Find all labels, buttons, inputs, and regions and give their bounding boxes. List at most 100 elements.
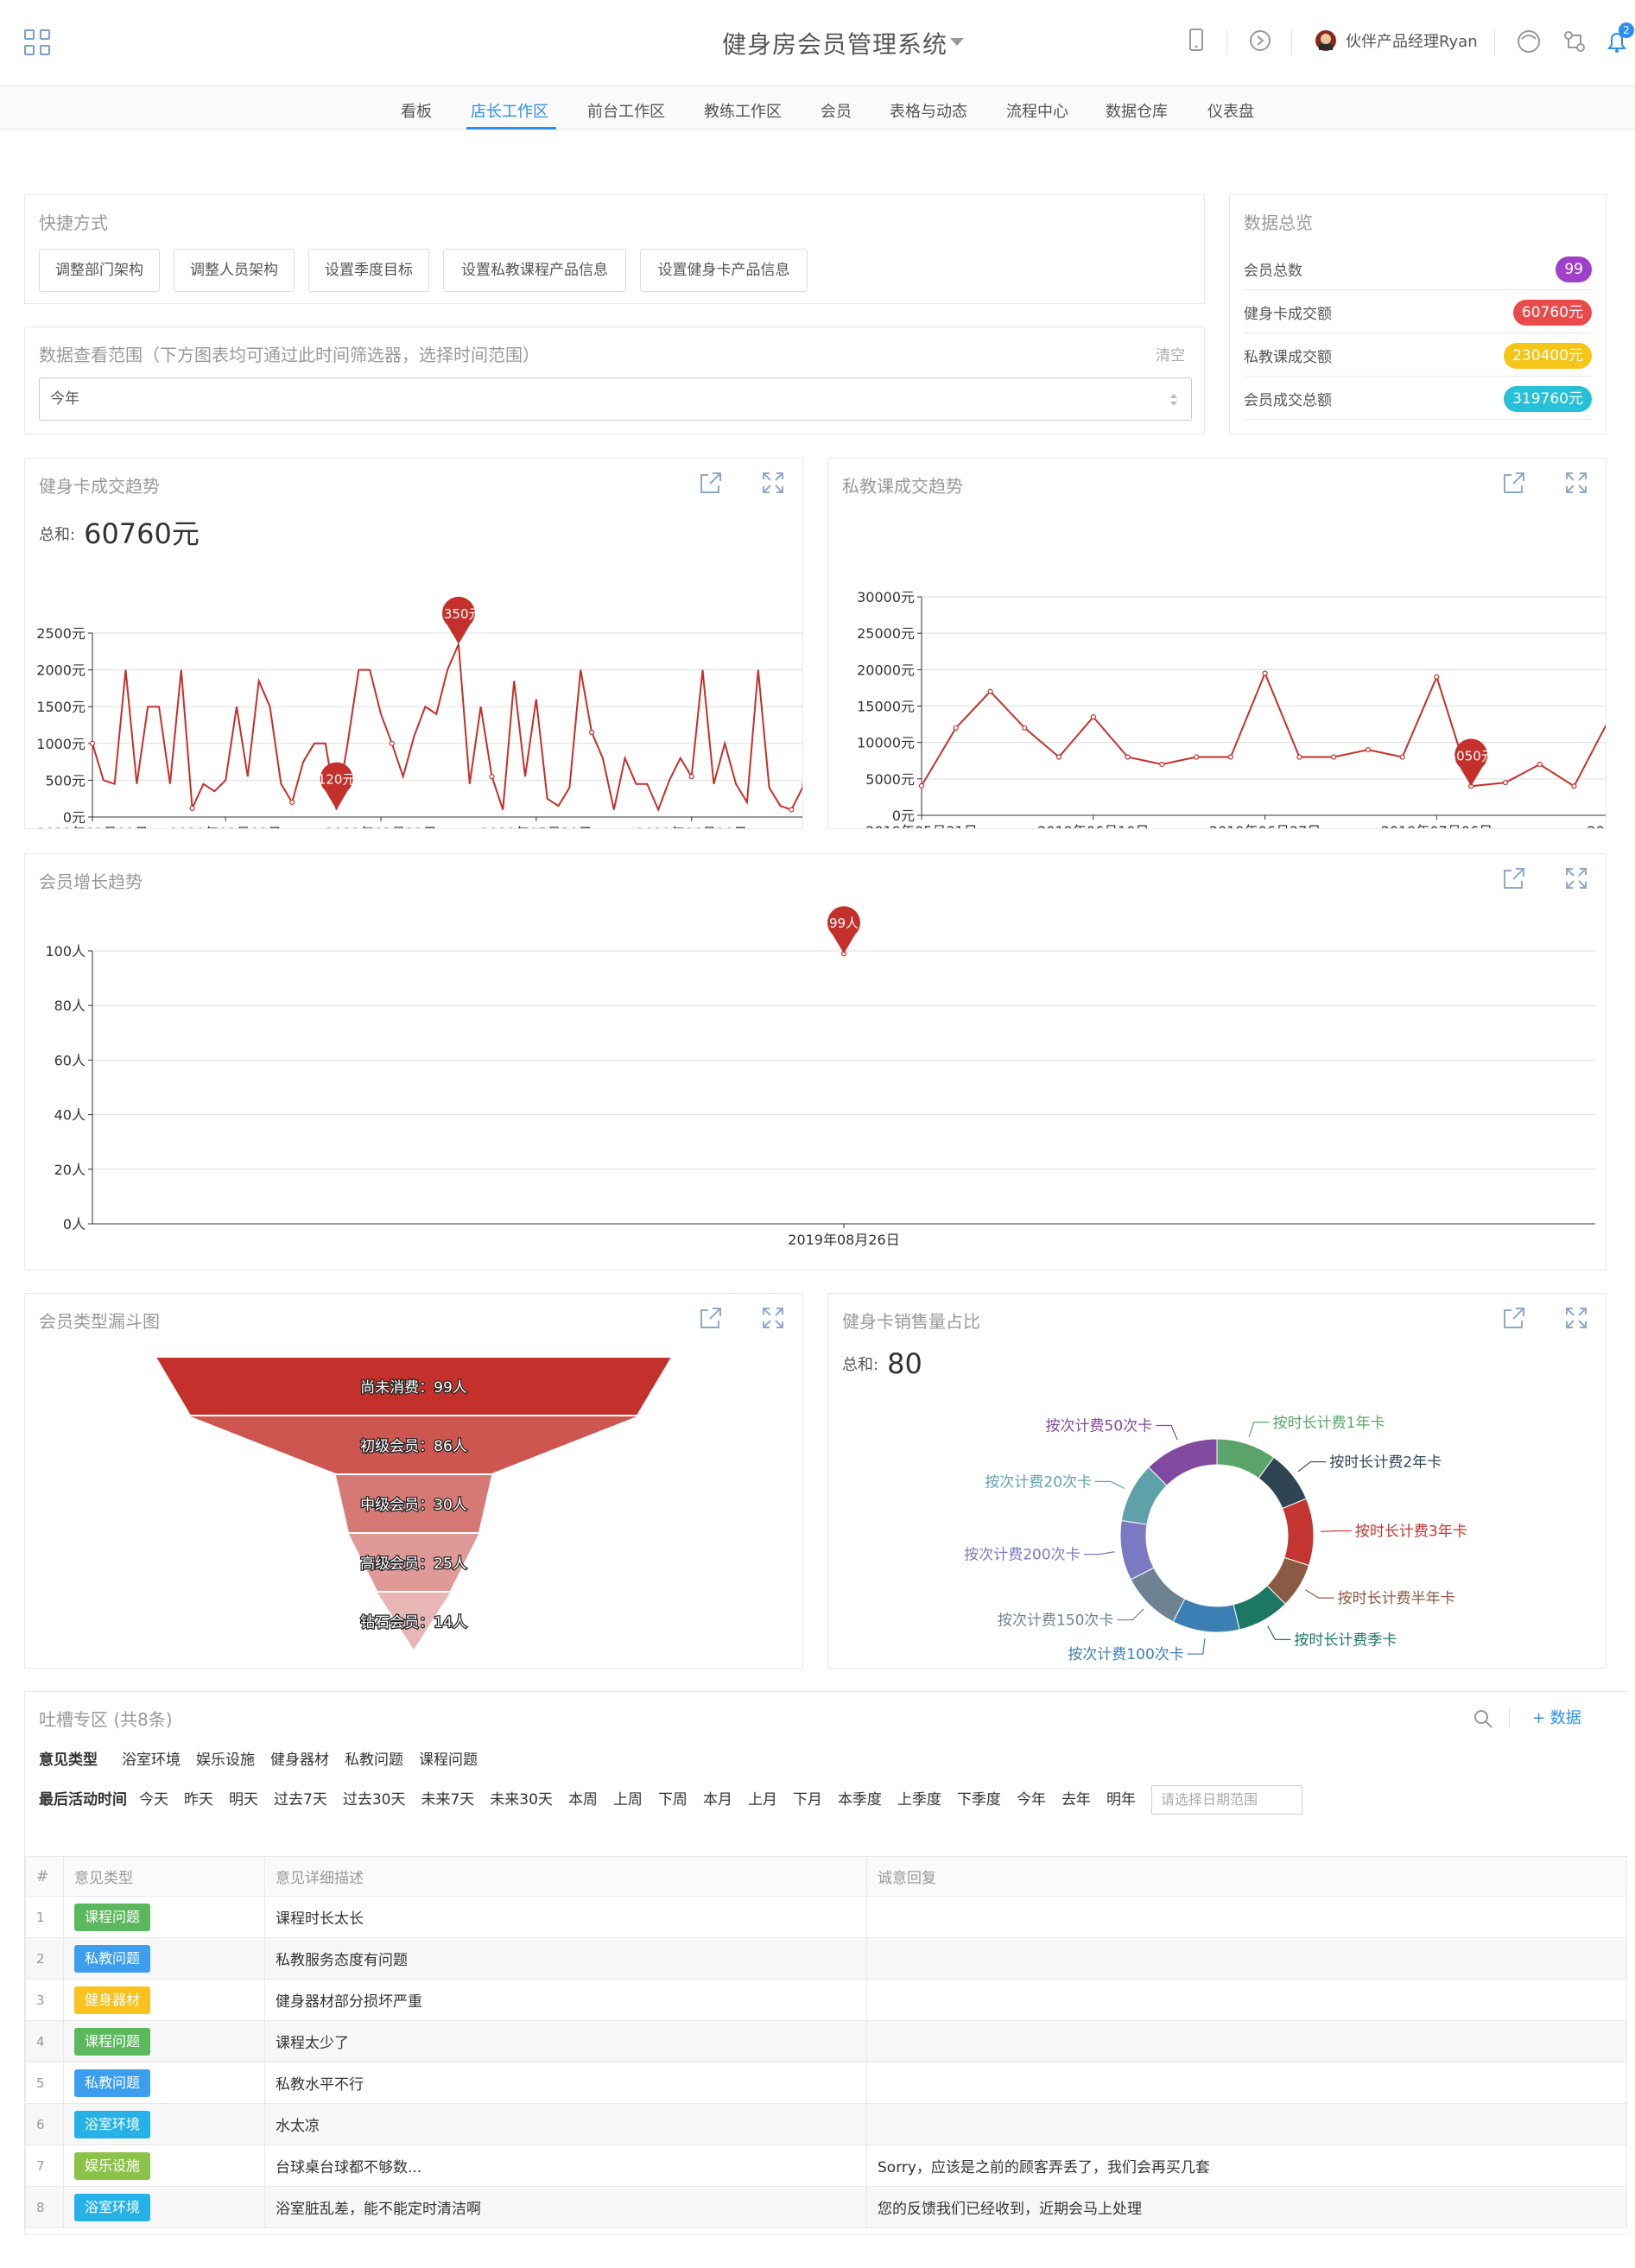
time-filter-option[interactable]: 昨天 <box>184 1791 213 1809</box>
apps-grid-icon[interactable] <box>24 29 52 57</box>
fullscreen-icon[interactable] <box>1564 1306 1588 1330</box>
time-filter-option[interactable]: 下周 <box>657 1791 688 1809</box>
open-external-icon[interactable] <box>1502 1306 1526 1330</box>
time-filter-option[interactable]: 本周 <box>567 1791 598 1809</box>
table-row[interactable]: 6 浴室环境 水太凉 <box>25 2103 1627 2145</box>
time-filter-option[interactable]: 明天 <box>229 1791 258 1809</box>
time-filter-option[interactable]: 上季度 <box>897 1791 941 1809</box>
tab-tables[interactable]: 表格与动态 <box>890 103 967 121</box>
time-filter-option[interactable]: 上周 <box>612 1791 643 1809</box>
column-header[interactable]: 诚意回复 <box>866 1856 1627 1897</box>
label-line <box>1320 1530 1352 1532</box>
funnel-label: 初级会员：86人 <box>360 1438 467 1455</box>
table-row[interactable]: 7 娱乐设施 台球桌台球都不够数... Sorry，应该是之前的顾客弄丢了，我们会再买… <box>25 2144 1627 2187</box>
time-filter-option[interactable]: 明年 <box>1106 1791 1136 1809</box>
type-filter-option[interactable]: 课程问题 <box>419 1752 478 1769</box>
tab-coach[interactable]: 教练工作区 <box>704 103 782 121</box>
data-point <box>1365 747 1372 753</box>
data-point <box>1434 674 1440 680</box>
reply-cell <box>866 2020 1627 2062</box>
bell-icon[interactable] <box>1605 29 1629 55</box>
y-tick-label: 2000元 <box>36 662 86 679</box>
open-external-icon[interactable] <box>699 471 723 495</box>
user-name[interactable]: 伙伴产品经理Ryan <box>1346 33 1478 51</box>
tab-front-desk[interactable]: 前台工作区 <box>587 103 665 121</box>
data-point <box>1090 714 1096 720</box>
funnel-label: 尚未消费：99人 <box>360 1379 467 1397</box>
overview-label: 会员总数 <box>1244 263 1302 280</box>
fullscreen-icon[interactable] <box>1564 866 1588 890</box>
sum-line: 总和: 60760元 <box>39 509 200 550</box>
tab-manager-workspace[interactable]: 店长工作区 <box>471 103 548 121</box>
fullscreen-icon[interactable] <box>1564 471 1588 495</box>
time-filter-option[interactable]: 今年 <box>1016 1791 1046 1809</box>
row-number: 2 <box>25 1937 64 1980</box>
type-filter-option[interactable]: 娱乐设施 <box>196 1752 255 1769</box>
time-filter-option[interactable]: 未来30天 <box>490 1791 553 1809</box>
tab-member[interactable]: 会员 <box>821 103 852 121</box>
set-fitness-card-button[interactable]: 设置健身卡产品信息 <box>640 249 808 292</box>
y-tick-label: 40人 <box>54 1107 86 1124</box>
search-icon[interactable] <box>1472 1707 1494 1730</box>
help-icon[interactable] <box>1248 29 1272 53</box>
data-point <box>953 725 959 731</box>
table-row[interactable]: 1 课程问题 课程时长太长 <box>25 1896 1627 1938</box>
time-filter-option[interactable]: 过去30天 <box>342 1791 406 1809</box>
x-tick-label: 2019年07月23日 <box>1587 823 1606 828</box>
table-row[interactable]: 2 私教问题 私教服务态度有问题 <box>25 1937 1627 1980</box>
mobile-icon[interactable] <box>1188 28 1207 54</box>
funnel-segment <box>335 1475 492 1532</box>
max-marker: 2350元 <box>435 596 482 644</box>
column-header[interactable]: 意见类型 <box>63 1856 265 1897</box>
range-select[interactable]: 今年 <box>39 377 1192 421</box>
clear-range-button[interactable]: 清空 <box>1156 347 1185 364</box>
date-range-input[interactable]: 请选择日期范围 <box>1150 1785 1302 1815</box>
column-header[interactable]: 意见详细描述 <box>264 1856 867 1897</box>
system-title[interactable]: 健身房会员管理系统 <box>722 30 948 59</box>
tab-dashboard[interactable]: 仪表盘 <box>1207 103 1254 121</box>
data-point <box>189 805 195 811</box>
time-filter-option[interactable]: 本月 <box>702 1791 732 1809</box>
x-tick-label: 2019年03月31日 <box>325 825 436 828</box>
add-data-button[interactable]: + 数据 <box>1532 1709 1581 1727</box>
sum-value: 60760元 <box>84 517 200 550</box>
open-external-icon[interactable] <box>699 1306 723 1330</box>
skin-icon[interactable] <box>1516 29 1542 54</box>
time-filter-option[interactable]: 过去7天 <box>274 1791 327 1809</box>
table-row[interactable]: 3 健身器材 健身器材部分损坏严重 <box>25 1979 1627 2021</box>
workflow-icon[interactable] <box>1562 29 1587 54</box>
funnel-label: 高级会员：25人 <box>360 1555 467 1573</box>
time-filter-option[interactable]: 未来7天 <box>421 1791 475 1809</box>
set-quarter-goal-button[interactable]: 设置季度目标 <box>308 249 429 292</box>
time-filter-option[interactable]: 去年 <box>1061 1791 1091 1809</box>
chart-title: 私教课成交趋势 <box>842 476 963 497</box>
type-filter-option[interactable]: 浴室环境 <box>122 1752 181 1769</box>
label-line <box>1248 1422 1270 1438</box>
avatar[interactable] <box>1315 29 1337 52</box>
type-filter-option[interactable]: 健身器材 <box>270 1752 329 1769</box>
description-cell: 浴室脏乱差，能不能定时清洁啊 <box>264 2186 867 2228</box>
table-row[interactable]: 4 课程问题 课程太少了 <box>25 2020 1627 2062</box>
open-external-icon[interactable] <box>1502 866 1526 890</box>
tab-board[interactable]: 看板 <box>401 103 432 121</box>
open-external-icon[interactable] <box>1502 471 1526 495</box>
type-tag: 课程问题 <box>74 2027 151 2056</box>
active-tab-underline <box>466 127 556 130</box>
tab-data-warehouse[interactable]: 数据仓库 <box>1106 103 1168 121</box>
chevron-down-icon[interactable] <box>950 38 964 46</box>
table-row[interactable]: 8 浴室环境 浴室脏乱差，能不能定时清洁啊 您的反馈我们已经收到，近期会马上处理 <box>25 2186 1627 2228</box>
adjust-dept-button[interactable]: 调整部门架构 <box>39 249 160 292</box>
time-filter-option[interactable]: 下月 <box>792 1791 822 1809</box>
tab-workflow[interactable]: 流程中心 <box>1006 103 1068 121</box>
time-filter-option[interactable]: 下季度 <box>956 1791 1001 1809</box>
chart-title: 健身卡成交趋势 <box>39 476 160 497</box>
fullscreen-icon[interactable] <box>761 471 785 495</box>
fullscreen-icon[interactable] <box>761 1306 785 1330</box>
table-row[interactable]: 5 私教问题 私教水平不行 <box>25 2062 1627 2104</box>
time-filter-option[interactable]: 今天 <box>139 1791 168 1809</box>
set-private-course-button[interactable]: 设置私教课程产品信息 <box>443 249 626 292</box>
time-filter-option[interactable]: 本季度 <box>837 1791 882 1809</box>
time-filter-option[interactable]: 上月 <box>747 1791 777 1809</box>
type-filter-option[interactable]: 私教问题 <box>345 1752 403 1769</box>
adjust-staff-button[interactable]: 调整人员架构 <box>174 249 295 292</box>
